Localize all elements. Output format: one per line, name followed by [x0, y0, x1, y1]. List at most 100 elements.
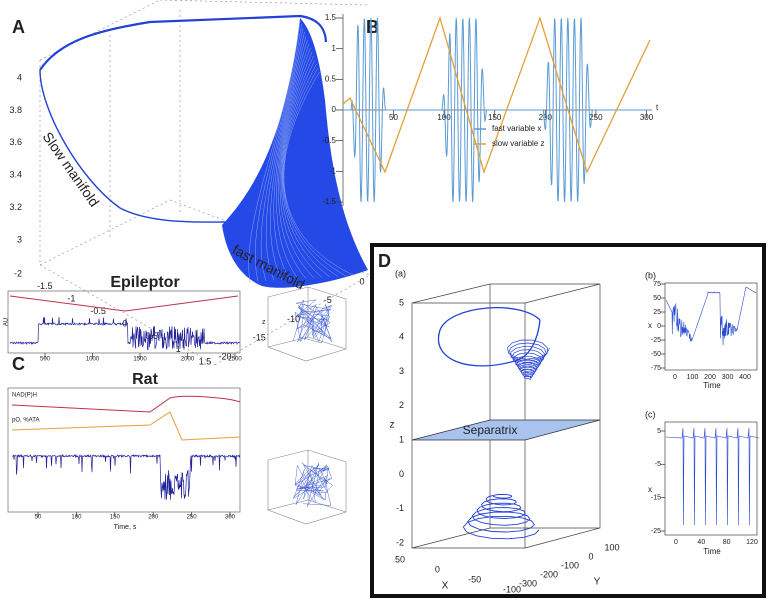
trace-label: pO, %ATA	[12, 418, 39, 424]
axis-label: t	[656, 103, 659, 112]
y-tick-label: -5	[655, 461, 661, 468]
manifold-line	[276, 43, 310, 280]
y-tick-label: -200	[540, 569, 558, 579]
x-tick-label: 250	[187, 515, 198, 521]
axis-label: x	[648, 321, 652, 330]
x-tick-label: -1.5	[37, 281, 53, 291]
grid-line	[39, 0, 161, 61]
title: Rat	[132, 371, 158, 388]
x-tick-label: 0	[674, 539, 678, 546]
limit-cycle	[39, 69, 226, 223]
inset-trajectory	[292, 299, 333, 344]
y-tick-label: 75	[653, 281, 661, 288]
y-tick-label: 1	[332, 44, 337, 53]
y-tick-label: -100	[561, 560, 579, 570]
z-tick-label: 5	[399, 297, 404, 307]
x-tick-label: 120	[746, 539, 758, 546]
y-tick-label: -15	[253, 333, 266, 343]
plot-frame	[664, 421, 758, 536]
x-tick-label: 150	[110, 515, 121, 521]
trajectory	[437, 307, 541, 367]
z-tick-label: 3.4	[9, 170, 22, 180]
panel-label: A	[12, 17, 25, 37]
y-tick-label: 0	[359, 276, 364, 286]
y-tick-label: -25	[651, 528, 661, 535]
axis-label: x	[648, 485, 652, 494]
box-3d	[411, 283, 601, 549]
limit-cycle	[39, 14, 328, 71]
inset-trajectory	[293, 462, 333, 507]
panel-label: D	[378, 251, 391, 271]
x-tick-label: 100	[71, 515, 82, 521]
manifold-line	[260, 27, 304, 282]
x-tick-label: -100	[503, 584, 521, 594]
separatrix-plane	[411, 419, 601, 441]
x-tick-label: 300	[225, 515, 236, 521]
y-tick-label: -1.5	[322, 197, 336, 206]
x-tick-label: 2500	[228, 357, 242, 363]
z-tick-label: 3	[399, 366, 404, 376]
trajectory	[507, 339, 550, 381]
x-tick-label: 500	[40, 357, 51, 363]
y-tick-label: -50	[651, 351, 661, 358]
axis-label: Time	[703, 381, 721, 390]
x-tick-label: 300	[722, 374, 734, 381]
x-tick-label: 50	[395, 554, 405, 564]
grid-line	[39, 264, 216, 366]
y-tick-label: 0.5	[325, 74, 337, 83]
y-tick-label: -20	[218, 351, 231, 361]
grid-line	[39, 199, 171, 266]
trace	[9, 317, 241, 351]
fast-trace	[343, 17, 650, 203]
z-tick-label: 4	[399, 332, 404, 342]
trace	[665, 286, 757, 346]
panel-label: B	[366, 17, 379, 37]
x-tick-label: 0	[122, 319, 127, 329]
y-tick-label: -1	[329, 166, 337, 175]
manifold-line	[281, 59, 331, 278]
trace	[11, 411, 241, 441]
trace	[665, 427, 760, 526]
x-tick-label: 1500	[133, 357, 147, 363]
y-tick-label: 0	[332, 105, 337, 114]
trajectory	[462, 493, 540, 540]
x-tick-label: 0	[673, 374, 677, 381]
y-tick-label: 0	[588, 551, 593, 561]
slow-trace	[342, 15, 651, 175]
x-tick-label: -1	[67, 294, 75, 304]
inset-box	[267, 286, 347, 362]
y-tick-label: 1.5	[325, 13, 337, 22]
manifold-line	[248, 19, 301, 283]
manifold-line	[273, 39, 308, 280]
y-tick-label: -300	[519, 578, 537, 588]
plot-frame	[7, 387, 241, 513]
z-tick-label: 0	[399, 469, 404, 479]
panel-d-frame	[370, 243, 766, 598]
legend-label: slow variable z	[492, 139, 544, 148]
plot-frame	[664, 282, 758, 371]
legend-label: fast variable x	[492, 124, 541, 133]
y-tick-label: -75	[651, 365, 661, 372]
y-tick-label: -0.5	[322, 136, 336, 145]
manifold-line	[279, 51, 315, 279]
manifold-line	[255, 23, 302, 282]
plane-label: Separatrix	[463, 423, 518, 437]
x-tick-label: 1.5	[199, 356, 212, 366]
z-tick-label: 3.8	[9, 105, 22, 115]
manifold-line	[278, 47, 311, 279]
x-tick-label: 0	[435, 564, 440, 574]
y-tick-label: 5	[657, 428, 661, 435]
manifold-line	[265, 31, 305, 281]
z-tick-label: 3.2	[9, 202, 22, 212]
axis-label: X	[442, 581, 449, 592]
manifold-line	[283, 71, 355, 276]
x-tick-label: 400	[739, 374, 751, 381]
z-tick-label: 4	[17, 72, 22, 82]
y-tick-label: -10	[287, 314, 300, 324]
y-tick-label: -15	[651, 495, 661, 502]
trace	[9, 295, 239, 312]
manifold-line	[270, 35, 307, 281]
x-tick-label: 40	[697, 539, 705, 546]
manifold-line	[282, 63, 339, 277]
panel-label: C	[12, 354, 25, 374]
